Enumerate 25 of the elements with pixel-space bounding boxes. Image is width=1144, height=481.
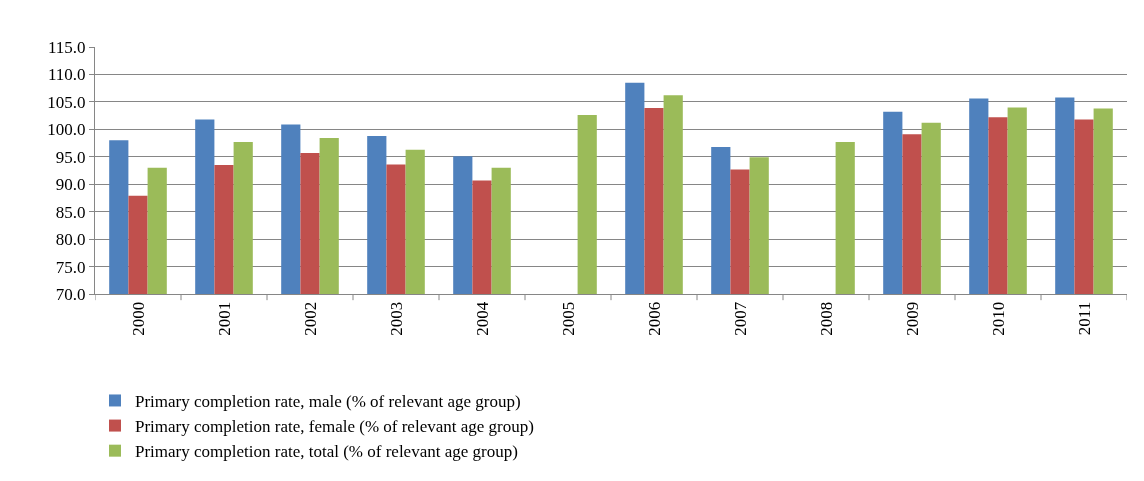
x-tick-label: 2005	[558, 301, 578, 336]
y-tick-label: 90.0	[55, 175, 86, 195]
y-tick-label: 110.0	[47, 65, 86, 85]
x-tick-label: 2010	[988, 301, 1008, 336]
y-tick-label: 80.0	[55, 230, 86, 250]
legend-label: Primary completion rate, total (% of relevant age group)	[135, 442, 518, 462]
y-tick-label: 70.0	[55, 284, 86, 304]
y-tick-label: 100.0	[47, 120, 86, 140]
x-tick-label: 2011	[1074, 301, 1094, 336]
x-tick-label: 2009	[902, 301, 922, 336]
y-tick-label: 85.0	[55, 202, 86, 222]
legend-label: Primary completion rate, male (% of relevant age group)	[135, 392, 521, 412]
x-tick-label: 2000	[128, 301, 148, 336]
x-tick-label: 2002	[300, 301, 320, 336]
y-tick-label: 75.0	[55, 257, 86, 277]
y-tick-label: 105.0	[47, 92, 86, 112]
y-tick-label: 115.0	[47, 37, 86, 57]
x-tick-label: 2001	[214, 301, 234, 336]
legend-label: Primary completion rate, female (% of relevant age group)	[135, 417, 534, 437]
x-tick-label: 2007	[730, 301, 750, 336]
x-tick-label: 2004	[472, 301, 492, 336]
x-tick-label: 2003	[386, 301, 406, 336]
x-tick-label: 2008	[816, 301, 836, 336]
x-tick-label: 2006	[644, 301, 664, 336]
y-tick-label: 95.0	[55, 147, 86, 167]
